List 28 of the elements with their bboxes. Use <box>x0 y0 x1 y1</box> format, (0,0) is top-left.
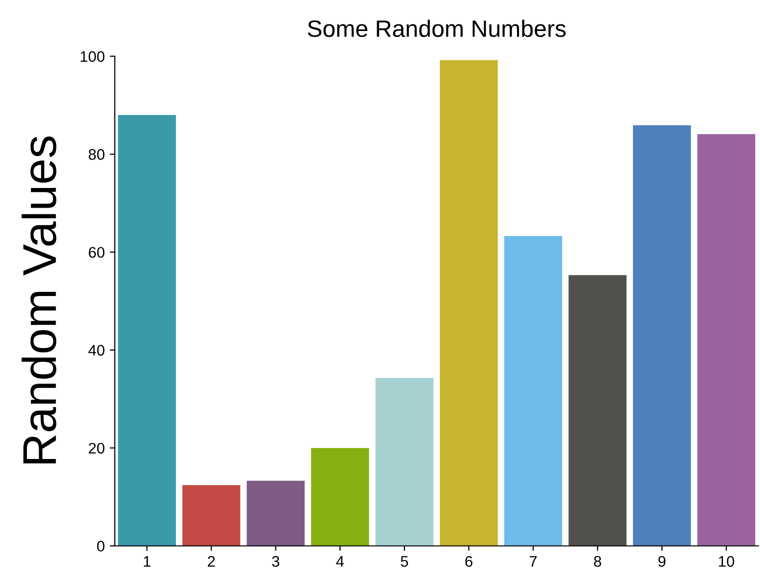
bar <box>697 134 756 546</box>
y-tick-label: 0 <box>97 540 104 552</box>
x-tick-label: 2 <box>208 556 215 567</box>
x-tick-label: 10 <box>718 556 734 567</box>
y-tick-label: 100 <box>80 51 104 62</box>
bar <box>246 480 305 546</box>
x-tick-label: 4 <box>336 556 344 567</box>
x-tick-label: 9 <box>658 556 666 567</box>
x-tick-label: 7 <box>530 556 537 567</box>
y-tick-label: 60 <box>88 246 104 258</box>
y-tick-label: 20 <box>88 442 104 454</box>
x-tick-label: 1 <box>144 556 150 567</box>
y-axis-title: Random Values <box>22 136 56 464</box>
bar <box>568 275 627 546</box>
bar <box>440 60 498 546</box>
x-tick-label: 6 <box>465 556 472 567</box>
chart-title: Some Random Numbers <box>308 20 566 38</box>
y-tick-label: 40 <box>88 344 104 356</box>
x-tick-label: 8 <box>594 556 602 567</box>
bar <box>375 378 434 546</box>
x-tick-label: 5 <box>400 556 408 567</box>
bar <box>504 236 562 546</box>
bar <box>311 448 370 546</box>
bar <box>182 485 240 546</box>
bar <box>632 125 691 546</box>
x-tick-label: 3 <box>272 556 280 567</box>
y-tick-label: 80 <box>88 149 104 160</box>
bar <box>118 115 176 546</box>
